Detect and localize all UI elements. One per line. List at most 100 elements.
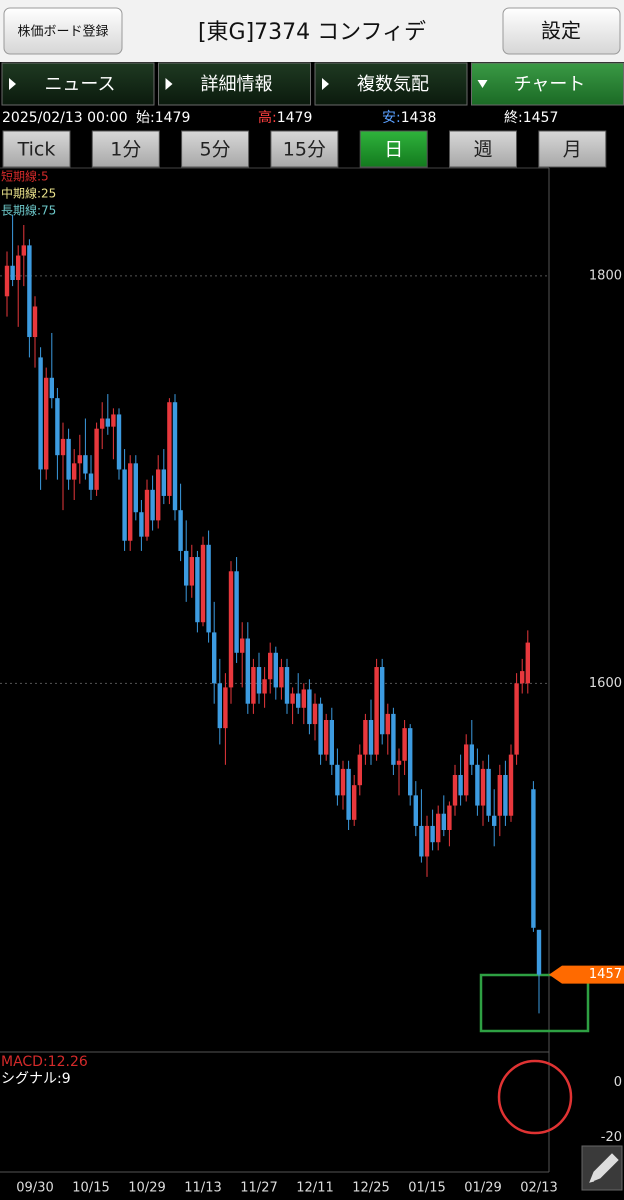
candle-body [307, 689, 312, 725]
candle-body [273, 652, 278, 688]
y-tick-label: 1800 [589, 268, 622, 283]
candle-body [391, 713, 396, 765]
candle-body [536, 929, 542, 975]
tab-arrow[interactable] [477, 80, 488, 88]
period-button[interactable] [181, 130, 250, 168]
candle-body [206, 544, 211, 633]
candle-body [105, 418, 110, 427]
candle-body [458, 775, 463, 796]
candle-body [402, 728, 407, 761]
candle-body [32, 306, 38, 338]
quote-low: 安:1438 [382, 110, 436, 126]
x-tick-label: 12/11 [296, 1181, 333, 1196]
candle-body [475, 764, 480, 806]
tab-label[interactable]: チャート [514, 74, 586, 95]
y-tick-label: -20 [601, 1130, 622, 1145]
quote-value: 1479 [277, 110, 313, 126]
period-button[interactable] [2, 130, 71, 168]
tab-arrow[interactable] [322, 78, 329, 90]
x-tick-label: 09/30 [16, 1181, 53, 1196]
tab[interactable] [471, 62, 624, 106]
period-label[interactable]: 週 [473, 139, 492, 161]
candle-body [88, 473, 94, 490]
candle-body [139, 512, 144, 537]
candle-body [419, 825, 424, 857]
quote-datetime: 2025/02/13 00:00 [2, 110, 128, 126]
candle-body [72, 463, 77, 480]
candle-body [133, 463, 138, 513]
candle-body [228, 571, 234, 688]
candle-body [312, 703, 318, 725]
candle-body [352, 785, 357, 820]
period-label[interactable]: 月 [563, 139, 582, 161]
candle-body [363, 720, 368, 755]
period-button[interactable] [270, 130, 339, 168]
x-tick-label: 10/15 [72, 1181, 109, 1196]
candle-body [27, 245, 32, 338]
candle-body [150, 489, 155, 521]
candle-body [357, 754, 362, 786]
candle-body [38, 357, 43, 470]
period-button[interactable] [91, 130, 160, 168]
candle-body [508, 754, 514, 816]
board-button[interactable] [3, 7, 123, 55]
candle-body [520, 671, 525, 684]
settings-button-label[interactable]: 設定 [541, 19, 581, 43]
quote-value: 1479 [155, 110, 191, 126]
x-tick-label: 11/27 [240, 1181, 277, 1196]
quote-value: 1457 [523, 110, 559, 126]
candle-body [324, 720, 329, 755]
period-button[interactable] [359, 130, 428, 168]
board-button-label[interactable]: 株価ボード登録 [17, 25, 108, 40]
quote-high: 高:1479 [258, 109, 312, 126]
quote-close: 終:1457 [504, 110, 558, 126]
candle-body [452, 775, 458, 806]
period-button[interactable] [538, 130, 607, 168]
candle-body [318, 703, 323, 755]
candle-body [189, 557, 194, 586]
candle-body [245, 638, 250, 704]
candle-body [55, 398, 60, 456]
candle-body [156, 469, 161, 521]
pencil-icon[interactable] [589, 1153, 619, 1183]
candle-body [396, 760, 402, 765]
tab[interactable] [314, 62, 468, 106]
candle-body [374, 667, 379, 755]
candle-body [486, 768, 491, 816]
x-tick-label: 11/13 [184, 1181, 221, 1196]
period-label[interactable]: 15分 [283, 139, 326, 161]
candle-body [66, 438, 71, 480]
period-button[interactable] [449, 130, 517, 168]
header-title: [東G]7374 コンフィデ [198, 20, 426, 45]
candle-body [340, 768, 346, 796]
candle-body [408, 728, 413, 796]
period-label[interactable]: Tick [17, 139, 56, 161]
candle-body [10, 265, 15, 280]
candle-body [77, 455, 82, 464]
period-label[interactable]: 5分 [200, 139, 231, 161]
legend-entry: 中期線:25 [1, 186, 56, 201]
candle-body [424, 825, 430, 857]
x-tick-label: 01/15 [408, 1181, 445, 1196]
quote-label: 始: [136, 110, 155, 126]
candle-body [240, 638, 245, 653]
candle-body [172, 402, 178, 511]
candle-body [21, 245, 26, 256]
quote-value: 1438 [401, 110, 437, 126]
legend-entry: MACD:12.26 [1, 1054, 88, 1070]
tab[interactable] [1, 62, 155, 106]
x-tick-label: 02/13 [520, 1181, 557, 1196]
quote-label: 高: [258, 109, 277, 126]
tab[interactable] [158, 62, 311, 106]
tab-label[interactable]: ニュース [44, 74, 115, 95]
tab-arrow[interactable] [165, 78, 173, 90]
settings-button[interactable] [502, 7, 621, 55]
tab-label[interactable]: 複数気配 [357, 74, 429, 95]
tab-arrow[interactable] [9, 78, 16, 90]
candle-body [268, 652, 273, 680]
period-label[interactable]: 1分 [110, 139, 141, 161]
candle-body [223, 687, 228, 729]
period-label[interactable]: 日 [384, 139, 403, 161]
tab-label[interactable]: 詳細情報 [201, 74, 273, 95]
